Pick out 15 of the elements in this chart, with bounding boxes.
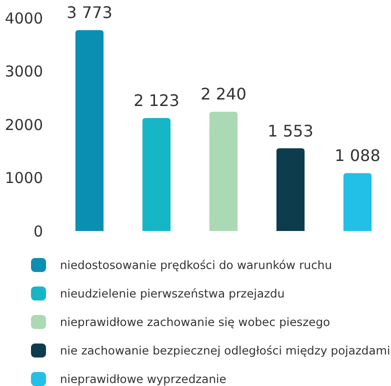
legend-label: nieudzielenie pierwszeństwa przejazdu — [60, 286, 285, 301]
legend-label: nie zachowanie bezpiecznej odległości między pojazdami — [60, 344, 390, 358]
legend-label: nieprawidłowe zachowanie się wobec pieszego — [60, 315, 330, 330]
y-tick-label: 2000 — [4, 116, 43, 134]
data-label: 1 553 — [268, 121, 314, 140]
y-tick-label: 3000 — [4, 62, 43, 80]
legend-label: niedostosowanie prędkości do warunków ruchu — [60, 258, 332, 272]
data-label: 1 088 — [334, 146, 380, 166]
data-label: 2 240 — [200, 84, 246, 104]
data-label: 2 123 — [134, 90, 180, 110]
y-tick-label: 0 — [33, 222, 43, 240]
y-tick-label: 4000 — [4, 9, 43, 28]
y-tick-label: 1000 — [4, 169, 43, 187]
legend-label: nieprawidłowe wyprzedzanie — [60, 372, 226, 386]
data-label: 3 773 — [66, 3, 112, 22]
